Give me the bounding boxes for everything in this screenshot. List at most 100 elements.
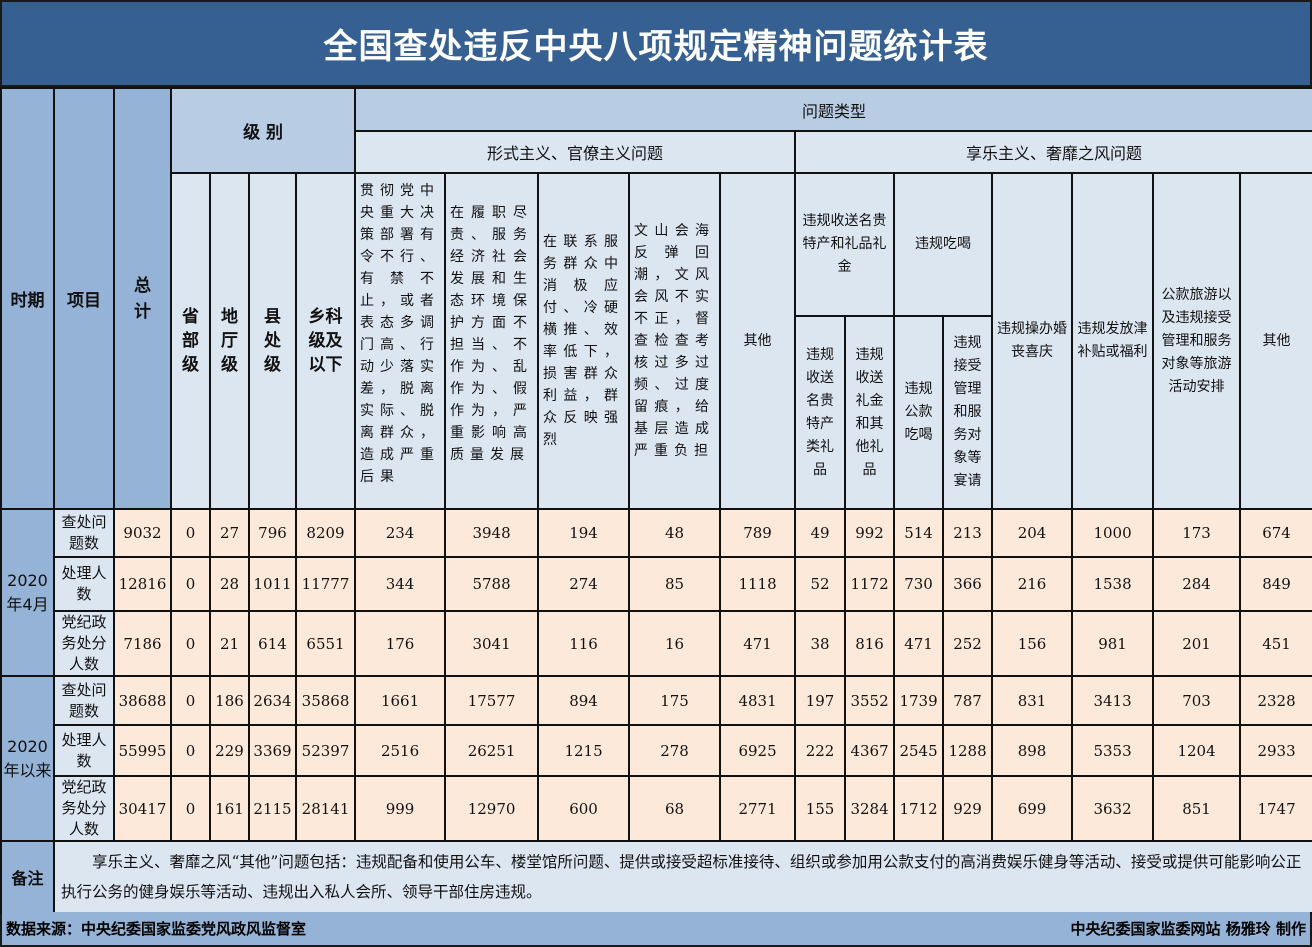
data-cell: 999 <box>354 775 447 842</box>
data-cell: 173 <box>1152 508 1242 558</box>
header-weddings-funerals: 违规操办婚丧喜庆 <box>991 172 1074 510</box>
data-cell: 284 <box>1152 556 1242 612</box>
data-cell: 2516 <box>354 724 447 777</box>
data-cell: 49 <box>794 508 847 558</box>
data-cell: 344 <box>354 556 447 612</box>
data-cell: 229 <box>209 724 250 777</box>
table-row: 处理人数 55995 0 229 3369 52397 2516 26251 1215 278 69… <box>1 724 1312 777</box>
header-level: 级 别 <box>169 87 357 174</box>
data-cell: 52397 <box>294 724 357 777</box>
data-cell: 0 <box>170 675 211 726</box>
header-level-township: 乡科级及以下 <box>294 172 357 510</box>
data-cell: 674 <box>1239 508 1312 558</box>
header-formalism-col-1: 贯彻党中央重大决策部署有令不行、有禁不止，或者表态多调门高、行动少落实差，脱离实… <box>354 172 447 510</box>
row-label: 处理人数 <box>53 724 115 777</box>
data-cell: 992 <box>844 508 896 558</box>
header-level-prefecture: 地厅级 <box>209 172 250 510</box>
data-cell: 471 <box>893 610 945 677</box>
data-cell: 1118 <box>719 556 797 612</box>
data-cell: 176 <box>354 610 447 677</box>
header-problem-types: 问题类型 <box>354 87 1312 132</box>
data-cell: 0 <box>170 508 211 558</box>
row-label: 党纪政务处分人数 <box>53 775 115 842</box>
data-cell: 194 <box>537 508 631 558</box>
data-cell: 2328 <box>1239 675 1312 726</box>
stats-table: 时期 项目 总计 级 别 问题类型 形式主义、官僚主义问题 享乐主义、奢靡之风问… <box>0 87 1312 914</box>
header-period: 时期 <box>0 87 55 510</box>
header-formalism-col-3: 在联系服务群众中消极应付、冷硬横推、效率低下，损害群众利益，群众反映强烈 <box>537 172 631 510</box>
data-cell: 1739 <box>893 675 945 726</box>
data-cell: 38 <box>794 610 847 677</box>
header-formalism-col-4: 文山会海反弹回潮，文风会风不实不正，督查检查考核过多过频、过度留痕，给基层造成严… <box>628 172 722 510</box>
data-cell: 27 <box>209 508 250 558</box>
data-cell: 3948 <box>444 508 540 558</box>
data-cell: 12816 <box>113 556 172 612</box>
data-cell: 9032 <box>113 508 172 558</box>
data-cell: 894 <box>537 675 631 726</box>
data-cell: 5788 <box>444 556 540 612</box>
header-dining-public: 违规公款吃喝 <box>893 315 945 510</box>
data-cell: 216 <box>991 556 1074 612</box>
data-cell: 1011 <box>248 556 297 612</box>
data-cell: 929 <box>942 775 994 842</box>
data-cell: 0 <box>170 556 211 612</box>
data-cell: 3413 <box>1071 675 1155 726</box>
data-cell: 1204 <box>1152 724 1242 777</box>
header-gifts-cash: 违规收送礼金和其他礼品 <box>844 315 896 510</box>
header-allowances: 违规发放津补贴或福利 <box>1071 172 1155 510</box>
data-cell: 234 <box>354 508 447 558</box>
data-cell: 4367 <box>844 724 896 777</box>
header-level-province: 省部级 <box>170 172 211 510</box>
header-hedonism: 享乐主义、奢靡之风问题 <box>794 130 1312 174</box>
data-cell: 614 <box>248 610 297 677</box>
data-cell: 21 <box>209 610 250 677</box>
data-cell: 52 <box>794 556 847 612</box>
data-cell: 1172 <box>844 556 896 612</box>
data-cell: 35868 <box>294 675 357 726</box>
header-level-county: 县处级 <box>248 172 297 510</box>
data-cell: 116 <box>537 610 631 677</box>
table-row: 2020年以来 查处问题数 38688 0 186 2634 35868 1661 17577 8… <box>0 675 1312 842</box>
header-total: 总计 <box>113 87 172 510</box>
data-cell: 2771 <box>719 775 797 842</box>
data-cell: 48 <box>628 508 722 558</box>
data-cell: 2545 <box>893 724 945 777</box>
data-cell: 7186 <box>113 610 172 677</box>
data-cell: 8209 <box>294 508 357 558</box>
header-public-travel: 公款旅游以及违规接受管理和服务对象等旅游活动安排 <box>1152 172 1242 510</box>
data-cell: 3284 <box>844 775 896 842</box>
data-cell: 3041 <box>444 610 540 677</box>
data-cell: 730 <box>893 556 945 612</box>
data-cell: 4831 <box>719 675 797 726</box>
data-cell: 1661 <box>354 675 447 726</box>
data-cell: 0 <box>170 775 211 842</box>
data-cell: 2634 <box>248 675 297 726</box>
data-cell: 30417 <box>113 775 172 842</box>
data-cell: 3632 <box>1071 775 1155 842</box>
data-cell: 156 <box>991 610 1074 677</box>
page-title: 全国查处违反中央八项规定精神问题统计表 <box>2 2 1310 85</box>
data-cell: 2933 <box>1239 724 1312 777</box>
data-cell: 787 <box>942 675 994 726</box>
data-cell: 3369 <box>248 724 297 777</box>
data-cell: 851 <box>1152 775 1242 842</box>
data-cell: 2115 <box>248 775 297 842</box>
data-cell: 471 <box>719 610 797 677</box>
table-row: 处理人数 12816 0 28 1011 11777 344 5788 274 85 1118 52 1… <box>1 556 1312 612</box>
data-cell: 451 <box>1239 610 1312 677</box>
note-text: 享乐主义、奢靡之风“其他”问题包括：违规配备和使用公车、楼堂馆所问题、提供或接受… <box>52 840 1312 914</box>
data-cell: 85 <box>628 556 722 612</box>
data-cell: 366 <box>942 556 994 612</box>
period-label: 2020年4月 <box>0 508 55 677</box>
data-cell: 6551 <box>294 610 357 677</box>
data-source: 数据来源：中央纪委国家监委党风政风监督室 <box>6 920 307 938</box>
data-cell: 28 <box>209 556 250 612</box>
header-formalism-other: 其他 <box>719 172 797 510</box>
data-cell: 213 <box>942 508 994 558</box>
data-cell: 1538 <box>1071 556 1155 612</box>
header-item: 项目 <box>53 87 115 510</box>
header-dining: 违规吃喝 <box>893 172 994 317</box>
data-cell: 274 <box>537 556 631 612</box>
data-cell: 197 <box>794 675 847 726</box>
